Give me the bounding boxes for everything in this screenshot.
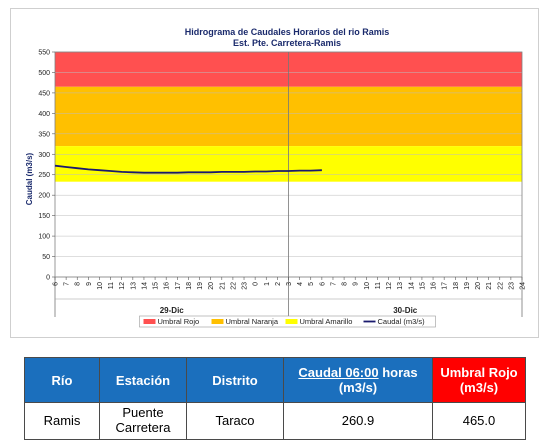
x-tick-label-24: 6 (319, 282, 326, 286)
legend-swatch-1 (211, 319, 224, 324)
legend-swatch-2 (285, 319, 298, 324)
x-tick-label-23: 5 (308, 282, 315, 286)
x-tick-label-9: 15 (153, 282, 160, 290)
chart-subtitle: Est. Pte. Carretera-Ramis (233, 38, 341, 48)
x-tick-label-19: 1 (264, 282, 271, 286)
legend-label-2: Umbral Amarillo (300, 317, 353, 326)
y-tick-label-150: 150 (38, 213, 50, 220)
legend-label-0: Umbral Rojo (158, 317, 200, 326)
x-tick-label-39: 21 (486, 282, 493, 290)
x-tick-label-29: 11 (375, 282, 382, 289)
x-tick-label-16: 22 (230, 282, 237, 290)
hydrograph-svg: Hidrograma de Caudales Horarios del rio … (25, 27, 527, 328)
y-tick-label-450: 450 (38, 90, 50, 97)
x-tick-label-2: 8 (75, 282, 82, 286)
header-caudal: Caudal 06:00 horas (m3/s) (283, 357, 433, 403)
x-tick-label-30: 12 (386, 282, 393, 290)
y-tick-label-250: 250 (38, 172, 50, 179)
cell-caudal: 260.9 (283, 402, 433, 440)
x-tick-label-20: 2 (275, 282, 282, 286)
x-tick-label-8: 14 (141, 282, 148, 290)
y-tick-label-100: 100 (38, 234, 50, 241)
x-tick-label-14: 20 (208, 282, 215, 290)
x-tick-label-7: 13 (130, 282, 137, 290)
x-tick-label-34: 16 (431, 282, 438, 290)
x-tick-label-22: 4 (297, 282, 304, 286)
x-tick-label-5: 11 (108, 282, 115, 289)
day-label-2: 30-Dic (393, 306, 418, 315)
cell-distrito: Taraco (186, 402, 284, 440)
x-tick-label-18: 0 (253, 282, 260, 286)
legend-swatch-0 (143, 319, 156, 324)
day-label-1: 29-Dic (160, 306, 185, 315)
header-umbral-line1: Umbral Rojo (440, 365, 518, 380)
x-tick-label-28: 10 (364, 282, 371, 290)
y-tick-label-350: 350 (38, 131, 50, 138)
x-tick-label-25: 7 (330, 282, 337, 286)
x-tick-label-27: 9 (353, 282, 360, 286)
table-row: Ramis Puente Carretera Taraco 260.9 465.… (24, 402, 526, 440)
header-umbral-rojo: Umbral Rojo (m3/s) (432, 357, 526, 403)
table-header-row: Río Estación Distrito Caudal 06:00 horas… (24, 357, 526, 403)
x-tick-label-10: 16 (164, 282, 171, 290)
cell-estacion: Puente Carretera (99, 402, 187, 440)
x-tick-label-37: 19 (464, 282, 471, 290)
header-caudal-rest: horas (378, 365, 418, 380)
x-tick-label-35: 17 (442, 282, 449, 290)
series-line-0 (54, 164, 322, 174)
header-caudal-unit: (m3/s) (338, 380, 378, 395)
x-tick-label-31: 13 (397, 282, 404, 290)
cell-estacion-line2: Carretera (115, 420, 171, 435)
y-tick-label-0: 0 (46, 275, 50, 282)
y-tick-label-200: 200 (38, 193, 50, 200)
cell-umbral: 465.0 (432, 402, 526, 440)
x-tick-label-11: 17 (175, 282, 182, 290)
x-tick-label-4: 10 (97, 282, 104, 290)
x-tick-label-12: 18 (186, 282, 193, 290)
x-tick-label-0: 6 (53, 282, 60, 286)
legend-label-1: Umbral Naranja (226, 317, 279, 326)
y-tick-label-400: 400 (38, 111, 50, 118)
y-axis-label: Caudal (m3/s) (25, 152, 34, 205)
summary-table: Río Estación Distrito Caudal 06:00 horas… (24, 357, 526, 440)
x-tick-label-40: 22 (497, 282, 504, 290)
x-tick-label-17: 23 (242, 282, 249, 290)
x-tick-label-3: 9 (86, 282, 93, 286)
x-tick-label-33: 15 (419, 282, 426, 290)
hydrograph-chart: Hidrograma de Caudales Horarios del rio … (10, 8, 539, 338)
cell-estacion-line1: Puente (122, 405, 164, 421)
x-tick-label-1: 7 (64, 282, 71, 286)
header-estacion: Estación (99, 357, 187, 403)
cell-rio: Ramis (24, 402, 100, 440)
x-tick-label-21: 3 (286, 282, 293, 286)
x-tick-label-41: 23 (508, 282, 515, 290)
x-tick-label-26: 8 (342, 282, 349, 286)
y-tick-label-550: 550 (38, 50, 50, 57)
x-tick-label-42: 24 (520, 282, 527, 290)
y-tick-label-300: 300 (38, 152, 50, 159)
legend-label-3: Caudal (m3/s) (378, 317, 426, 326)
chart-title: Hidrograma de Caudales Horarios del rio … (185, 27, 390, 37)
y-tick-label-50: 50 (42, 254, 50, 261)
header-caudal-hour: Caudal 06:00 (298, 365, 379, 380)
x-tick-label-38: 20 (475, 282, 482, 290)
y-tick-label-500: 500 (38, 70, 50, 77)
header-rio: Río (24, 357, 100, 403)
header-distrito: Distrito (186, 357, 284, 403)
x-tick-label-36: 18 (453, 282, 460, 290)
x-tick-label-6: 12 (119, 282, 126, 290)
header-umbral-line2: (m3/s) (459, 380, 499, 395)
x-tick-label-32: 14 (408, 282, 415, 290)
x-tick-label-13: 19 (197, 282, 204, 290)
x-tick-label-15: 21 (219, 282, 226, 290)
